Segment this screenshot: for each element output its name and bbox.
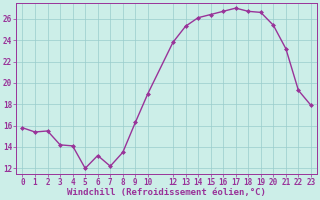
X-axis label: Windchill (Refroidissement éolien,°C): Windchill (Refroidissement éolien,°C): [67, 188, 266, 197]
